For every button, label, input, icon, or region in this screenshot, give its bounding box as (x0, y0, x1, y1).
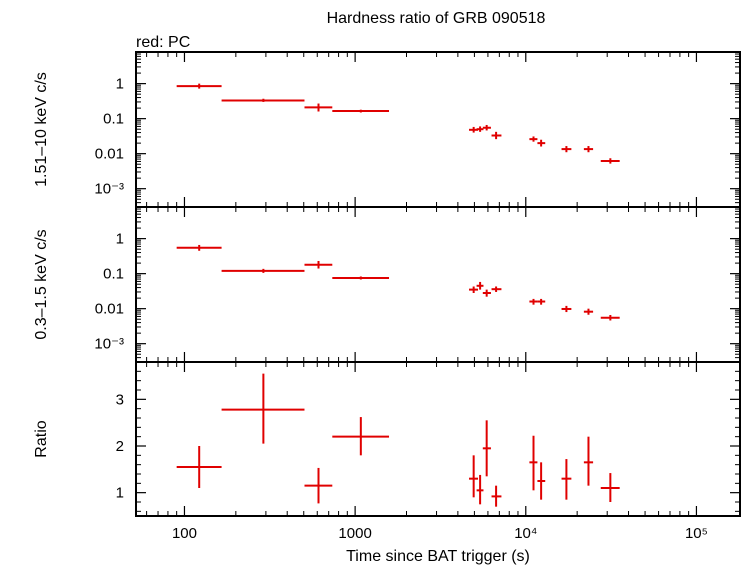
data-point (469, 455, 479, 498)
data-point (176, 244, 222, 251)
data-point (537, 462, 546, 500)
y-tick-label: 1 (116, 485, 124, 502)
x-tick-label: 10⁴ (514, 525, 537, 542)
data-point (176, 83, 222, 89)
data-point (221, 268, 305, 273)
data-point (476, 474, 484, 505)
y-tick-label: 0.1 (103, 266, 124, 283)
chart-title: Hardness ratio of GRB 090518 (327, 10, 546, 27)
data-point (529, 298, 538, 305)
legend-text: red: PC (136, 34, 190, 51)
y-tick-label: 10⁻³ (94, 181, 124, 198)
x-axis-label: Time since BAT trigger (s) (346, 548, 530, 565)
data-point (469, 286, 479, 294)
data-point (600, 158, 620, 164)
y-axis-label: Ratio (33, 420, 50, 457)
y-tick-label: 0.1 (103, 111, 124, 128)
data-point (583, 146, 594, 153)
data-point (491, 286, 502, 292)
panel-frame (135, 361, 741, 517)
data-point (561, 146, 572, 153)
data-point (304, 260, 333, 269)
y-tick-label: 10⁻³ (94, 336, 124, 353)
data-point (561, 305, 572, 313)
data-point (469, 126, 479, 133)
x-tick-label: 10⁵ (685, 525, 708, 542)
data-point (332, 417, 390, 456)
y-tick-label: 2 (116, 438, 124, 455)
data-point (482, 420, 491, 477)
data-point (583, 436, 594, 486)
data-point (482, 289, 491, 297)
data-point (332, 109, 390, 113)
data-point (537, 139, 546, 147)
data-point (332, 276, 390, 280)
x-tick-label: 100 (172, 525, 197, 542)
y-tick-label: 3 (116, 391, 124, 408)
data-point (304, 103, 333, 112)
data-point (491, 131, 502, 140)
y-axis-label: 0.3–1.5 keV c/s (33, 229, 50, 339)
data-point (583, 308, 594, 315)
data-point (529, 435, 538, 491)
y-tick-label: 1 (116, 231, 124, 248)
x-tick-label: 1000 (338, 525, 371, 542)
y-axis-label: 1.51–10 keV c/s (33, 72, 50, 187)
data-point (491, 485, 502, 507)
data-point (600, 473, 620, 502)
y-tick-label: 1 (116, 76, 124, 93)
data-point (537, 298, 546, 305)
panels-group: 1 0.1 0.01 10⁻³ 1.51–10 keV c/s 1 0.1 0.01 10⁻³ 0… (33, 51, 741, 542)
data-point (561, 459, 572, 500)
y-tick-label: 0.01 (95, 146, 124, 163)
data-point (176, 446, 222, 488)
panel-bottom: 1 2 3 Ratio (33, 361, 741, 517)
data-point (529, 136, 538, 142)
data-point (482, 124, 491, 131)
panel-middle: 1 0.1 0.01 10⁻³ 0.3–1.5 keV c/s (33, 206, 741, 363)
y-tick-label: 0.01 (95, 301, 124, 318)
data-point (221, 98, 305, 102)
data-point (304, 467, 333, 504)
data-point (600, 314, 620, 321)
data-point (221, 373, 305, 444)
data-point (476, 281, 484, 290)
data-point (476, 126, 484, 132)
